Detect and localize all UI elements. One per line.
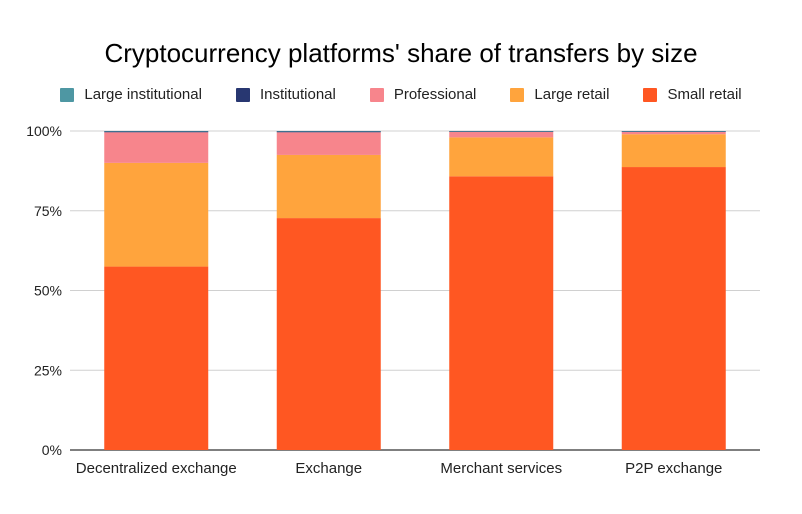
legend-item-large-institutional: Large institutional <box>60 86 202 103</box>
bar-exchange-large-institutional <box>276 131 381 132</box>
x-tick-label: Exchange <box>295 460 362 477</box>
bar-merchant-services-professional <box>449 131 554 138</box>
bar-exchange-professional <box>276 132 381 155</box>
y-tick-label: 50% <box>34 283 62 299</box>
legend-item-large-retail: Large retail <box>510 86 609 103</box>
bar-decentralized-exchange-institutional <box>104 131 209 133</box>
legend-swatch-large-institutional <box>60 87 75 102</box>
bar-p2p-exchange-large-retail <box>621 134 726 168</box>
bar-merchant-services-large-institutional <box>449 131 554 132</box>
x-tick-label: Decentralized exchange <box>76 460 237 477</box>
y-tick-label: 75% <box>34 203 62 219</box>
bar-p2p-exchange-large-institutional <box>621 131 726 132</box>
legend-swatch-professional <box>369 87 384 102</box>
bar-p2p-exchange-institutional <box>621 131 726 132</box>
bar-decentralized-exchange-large-institutional <box>104 131 209 132</box>
legend-swatch-small-retail <box>643 87 658 102</box>
x-tick-label: Merchant services <box>440 460 562 477</box>
legend-swatch-large-retail <box>510 87 525 102</box>
bar-merchant-services-institutional <box>449 131 554 132</box>
y-tick-label: 100% <box>26 123 62 139</box>
legend-label-large-institutional: Large institutional <box>84 86 202 103</box>
bar-decentralized-exchange-small-retail <box>104 266 209 450</box>
legend-item-professional: Professional <box>369 86 477 103</box>
bar-decentralized-exchange-professional <box>104 132 209 163</box>
legend-item-institutional: Institutional <box>235 86 336 103</box>
chart-title: Cryptocurrency platforms' share of trans… <box>104 38 698 68</box>
bar-merchant-services-small-retail <box>449 176 554 450</box>
legend-label-institutional: Institutional <box>259 86 336 103</box>
bar-exchange-institutional <box>276 131 381 133</box>
bar-p2p-exchange-professional <box>621 131 726 135</box>
y-tick-label: 0% <box>42 442 62 458</box>
legend-item-small-retail: Small retail <box>643 86 742 103</box>
bar-p2p-exchange-small-retail <box>621 167 726 450</box>
bar-exchange-small-retail <box>276 218 381 450</box>
y-tick-label: 25% <box>34 362 62 378</box>
bar-merchant-services-large-retail <box>449 137 554 177</box>
chart-legend: Large institutional Institutional Professi… <box>0 86 802 103</box>
bar-decentralized-exchange-large-retail <box>104 162 209 267</box>
bar-exchange-large-retail <box>276 154 381 219</box>
legend-label-professional: Professional <box>393 86 477 103</box>
legend-label-small-retail: Small retail <box>667 86 742 103</box>
legend-label-large-retail: Large retail <box>534 86 610 103</box>
x-tick-label: P2P exchange <box>625 460 722 477</box>
legend-swatch-institutional <box>235 87 250 102</box>
